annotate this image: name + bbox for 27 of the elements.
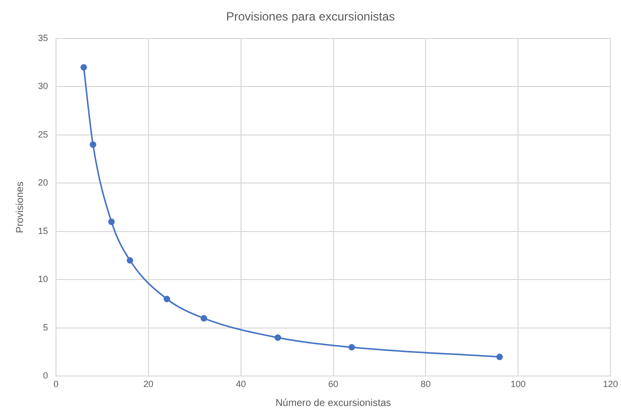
y-tick-label: 10 — [38, 274, 48, 284]
x-tick-label: 80 — [420, 379, 431, 390]
point — [496, 354, 503, 360]
y-tick-label: 30 — [38, 81, 48, 92]
x-tick-label: 60 — [328, 379, 338, 390]
point — [126, 257, 134, 264]
y-axis-title: Provisiones — [14, 181, 26, 234]
y-tick-label: 35 — [38, 32, 48, 43]
chart-title: Provisiones para excursionistas — [226, 10, 395, 24]
y-tick-label: 5 — [42, 322, 48, 332]
point — [80, 64, 87, 71]
point — [90, 141, 96, 148]
y-tick-label: 20 — [38, 178, 48, 188]
y-tick-label: 0 — [42, 370, 48, 381]
y-tick-label: 15 — [38, 226, 48, 236]
point — [274, 334, 282, 341]
y-tick-label: 25 — [38, 129, 48, 140]
x-tick-label: 100 — [510, 379, 526, 390]
point — [200, 315, 208, 322]
x-axis-title: Número de excursionistas — [275, 398, 392, 409]
x-tick-label: 40 — [236, 379, 246, 390]
x-tick-label: 120 — [602, 379, 618, 390]
point — [164, 296, 170, 302]
point — [348, 344, 355, 350]
x-tick-label: 20 — [143, 379, 154, 390]
point — [108, 218, 115, 226]
x-tick-label: 0 — [54, 379, 59, 390]
